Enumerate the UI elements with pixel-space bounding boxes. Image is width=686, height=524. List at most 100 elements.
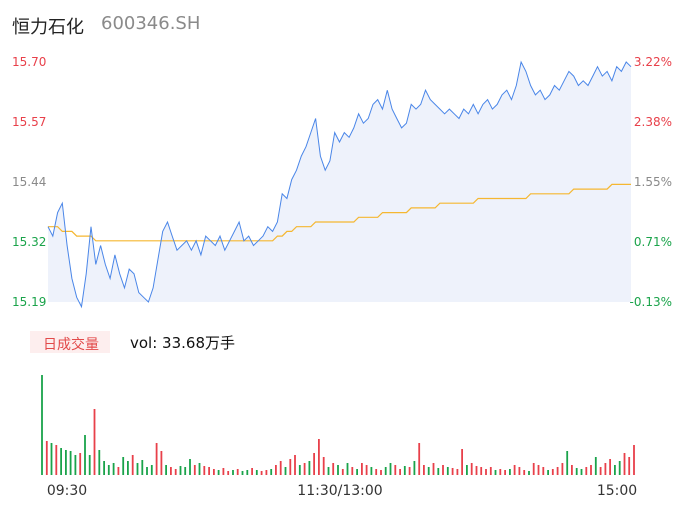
volume-bar (174, 469, 177, 475)
volume-bar (260, 471, 263, 475)
y-tick-right: 2.38% (634, 115, 672, 129)
volume-bar (499, 469, 502, 475)
volume-bar (69, 451, 72, 475)
volume-bar (633, 445, 635, 475)
volume-bar (74, 455, 77, 475)
volume-bar (279, 461, 282, 475)
avg-price-line (48, 183, 631, 242)
volume-bar (198, 463, 201, 475)
volume-bar (509, 469, 511, 475)
volume-bar (298, 465, 301, 475)
volume-bar (117, 467, 120, 475)
volume-bar (141, 460, 144, 475)
volume-bar (384, 467, 387, 475)
volume-bar (265, 470, 268, 475)
stock-name: 恒力石化 (12, 17, 84, 38)
volume-bar (446, 467, 449, 475)
volume-bar (308, 461, 311, 475)
volume-bar (556, 467, 559, 475)
volume-bar (289, 459, 292, 475)
volume-bar (65, 450, 67, 475)
volume-bar (566, 451, 569, 475)
x-tick-label: 11:30/13:00 (297, 483, 382, 499)
volume-bar (408, 467, 411, 475)
y-tick-right: 0.71% (634, 235, 672, 249)
volume-bar (623, 453, 626, 475)
volume-bar (270, 469, 273, 475)
volume-bar (107, 465, 110, 475)
volume-bar (122, 457, 125, 475)
volume-bar (155, 443, 158, 475)
volume-bar (375, 469, 378, 475)
volume-bar (179, 466, 182, 475)
y-tick-right: 3.22% (634, 55, 672, 69)
y-tick-left: 15.32 (12, 235, 46, 249)
volume-bar (184, 467, 187, 475)
volume-bar (403, 466, 406, 475)
volume-bar (255, 470, 258, 475)
volume-bar (294, 455, 296, 475)
volume-bar (103, 461, 105, 475)
volume-bar (480, 467, 483, 475)
volume-bar (456, 469, 459, 475)
volume-bar (318, 439, 320, 475)
volume-bar (470, 463, 473, 475)
x-tick-label: 15:00 (597, 483, 637, 499)
volume-bar (160, 451, 163, 475)
volume-bar (590, 465, 592, 475)
y-tick-left: 15.44 (12, 175, 46, 189)
volume-bar (513, 465, 516, 475)
volume-bar (232, 470, 234, 475)
volume-bar (561, 463, 564, 475)
volume-bar (489, 467, 492, 475)
volume-bar (136, 463, 139, 475)
volume-bar (542, 467, 545, 475)
volume-bar (575, 468, 578, 475)
volume-bar (389, 463, 392, 475)
volume-bar (98, 450, 101, 475)
volume-bar (547, 470, 549, 475)
volume-bar (537, 465, 540, 475)
volume-bar (112, 463, 115, 475)
volume-bar (217, 470, 220, 475)
volume-bar (127, 461, 129, 475)
volume-bar (475, 466, 478, 475)
volume-bar (322, 457, 325, 475)
y-tick-right: 1.55% (634, 175, 672, 189)
volume-bar (45, 441, 48, 475)
volume-bar (485, 469, 487, 475)
volume-bar (313, 453, 315, 475)
y-tick-left: 15.19 (12, 295, 46, 309)
volume-bar (523, 470, 526, 475)
stock-code: 600346.SH (101, 13, 201, 34)
volume-bar (227, 471, 230, 475)
volume-bar (79, 453, 82, 475)
x-tick-label: 09:30 (47, 483, 87, 499)
volume-bar (571, 465, 573, 475)
volume-bar (60, 448, 62, 475)
volume-bar (437, 468, 440, 475)
volume-bar (442, 465, 444, 475)
volume-bar (504, 470, 506, 475)
volume-bar (84, 435, 86, 475)
volume-tab[interactable] (30, 331, 110, 353)
volume-bar (146, 467, 148, 475)
volume-bar (356, 469, 358, 475)
volume-bar (418, 443, 421, 475)
volume-bar (599, 467, 602, 475)
volume-bar (189, 459, 191, 475)
volume-bar (208, 467, 210, 475)
volume-bar (413, 461, 416, 475)
volume-bar (399, 469, 401, 475)
volume-bar (380, 470, 382, 475)
volume-bar (246, 470, 249, 475)
volume-bar (55, 445, 58, 475)
volume-bar (432, 463, 435, 475)
volume-bar (609, 459, 611, 475)
volume-bar (41, 375, 43, 475)
volume-bar (203, 466, 206, 475)
volume-bar (394, 465, 397, 475)
volume-bar (461, 449, 463, 475)
volume-bar (284, 467, 287, 475)
